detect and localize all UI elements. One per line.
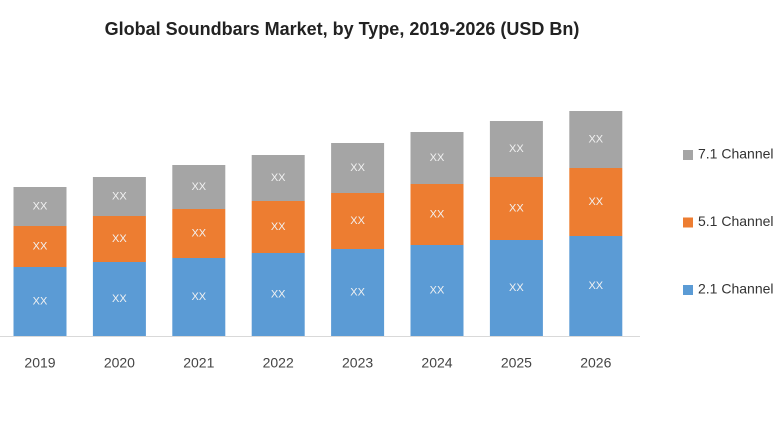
legend-swatch: [683, 150, 693, 160]
data-label: XX: [33, 200, 48, 212]
bar-segment: [251, 253, 305, 336]
data-label: XX: [588, 196, 603, 208]
bar-segment: [569, 168, 623, 236]
legend-swatch: [683, 285, 693, 295]
legend-label: 5.1 Channel: [698, 213, 774, 229]
data-label: XX: [509, 143, 524, 155]
x-tick-label: 2026: [580, 355, 611, 371]
legend-swatch: [683, 217, 693, 228]
bar-segment: [251, 155, 305, 201]
bar-segment: [410, 184, 464, 245]
data-label: XX: [271, 288, 286, 300]
data-label: XX: [33, 240, 48, 252]
data-label: XX: [191, 291, 206, 303]
bar-segment: [251, 201, 305, 253]
x-tick-label: 2022: [263, 355, 294, 371]
x-tick-label: 2024: [421, 355, 452, 371]
legend-label: 7.1 Channel: [698, 146, 774, 162]
bar-segment: [489, 121, 543, 177]
bar-segment: [489, 240, 543, 336]
bar-segment: [92, 262, 146, 336]
bar-segment: [569, 236, 623, 336]
data-label: XX: [271, 221, 286, 233]
bar-segment: [331, 143, 385, 193]
chart-title: Global Soundbars Market, by Type, 2019-2…: [105, 19, 580, 39]
bar-segment: [331, 193, 385, 249]
x-tick-label: 2025: [501, 355, 532, 371]
bar-segment: [410, 132, 464, 184]
bar-segment: [92, 216, 146, 262]
data-label: XX: [430, 208, 445, 220]
data-label: XX: [191, 227, 206, 239]
data-label: XX: [588, 280, 603, 292]
bar-segment: [489, 177, 543, 240]
bar-segment: [92, 177, 146, 216]
bar-segment: [13, 267, 67, 336]
bar-segment: [569, 111, 623, 168]
data-label: XX: [350, 286, 365, 298]
data-label: XX: [112, 190, 127, 202]
data-label: XX: [430, 152, 445, 164]
data-label: XX: [112, 293, 127, 305]
data-label: XX: [112, 233, 127, 245]
data-label: XX: [509, 202, 524, 214]
legend-label: 2.1 Channel: [698, 281, 774, 297]
x-tick-label: 2019: [24, 355, 55, 371]
data-label: XX: [191, 181, 206, 193]
data-label: XX: [509, 282, 524, 294]
bar-segment: [410, 245, 464, 336]
data-label: XX: [350, 162, 365, 174]
data-label: XX: [588, 133, 603, 145]
data-label: XX: [33, 295, 48, 307]
bar-segment: [331, 249, 385, 336]
data-label: XX: [271, 172, 286, 184]
x-tick-label: 2020: [104, 355, 135, 371]
bar-segment: [13, 187, 67, 226]
x-tick-label: 2021: [183, 355, 214, 371]
bar-segment: [172, 258, 226, 336]
bar-segment: [13, 226, 67, 267]
bar-segment: [172, 165, 226, 209]
bar-segment: [172, 209, 226, 258]
data-label: XX: [430, 284, 445, 296]
data-label: XX: [350, 215, 365, 227]
x-tick-label: 2023: [342, 355, 373, 371]
